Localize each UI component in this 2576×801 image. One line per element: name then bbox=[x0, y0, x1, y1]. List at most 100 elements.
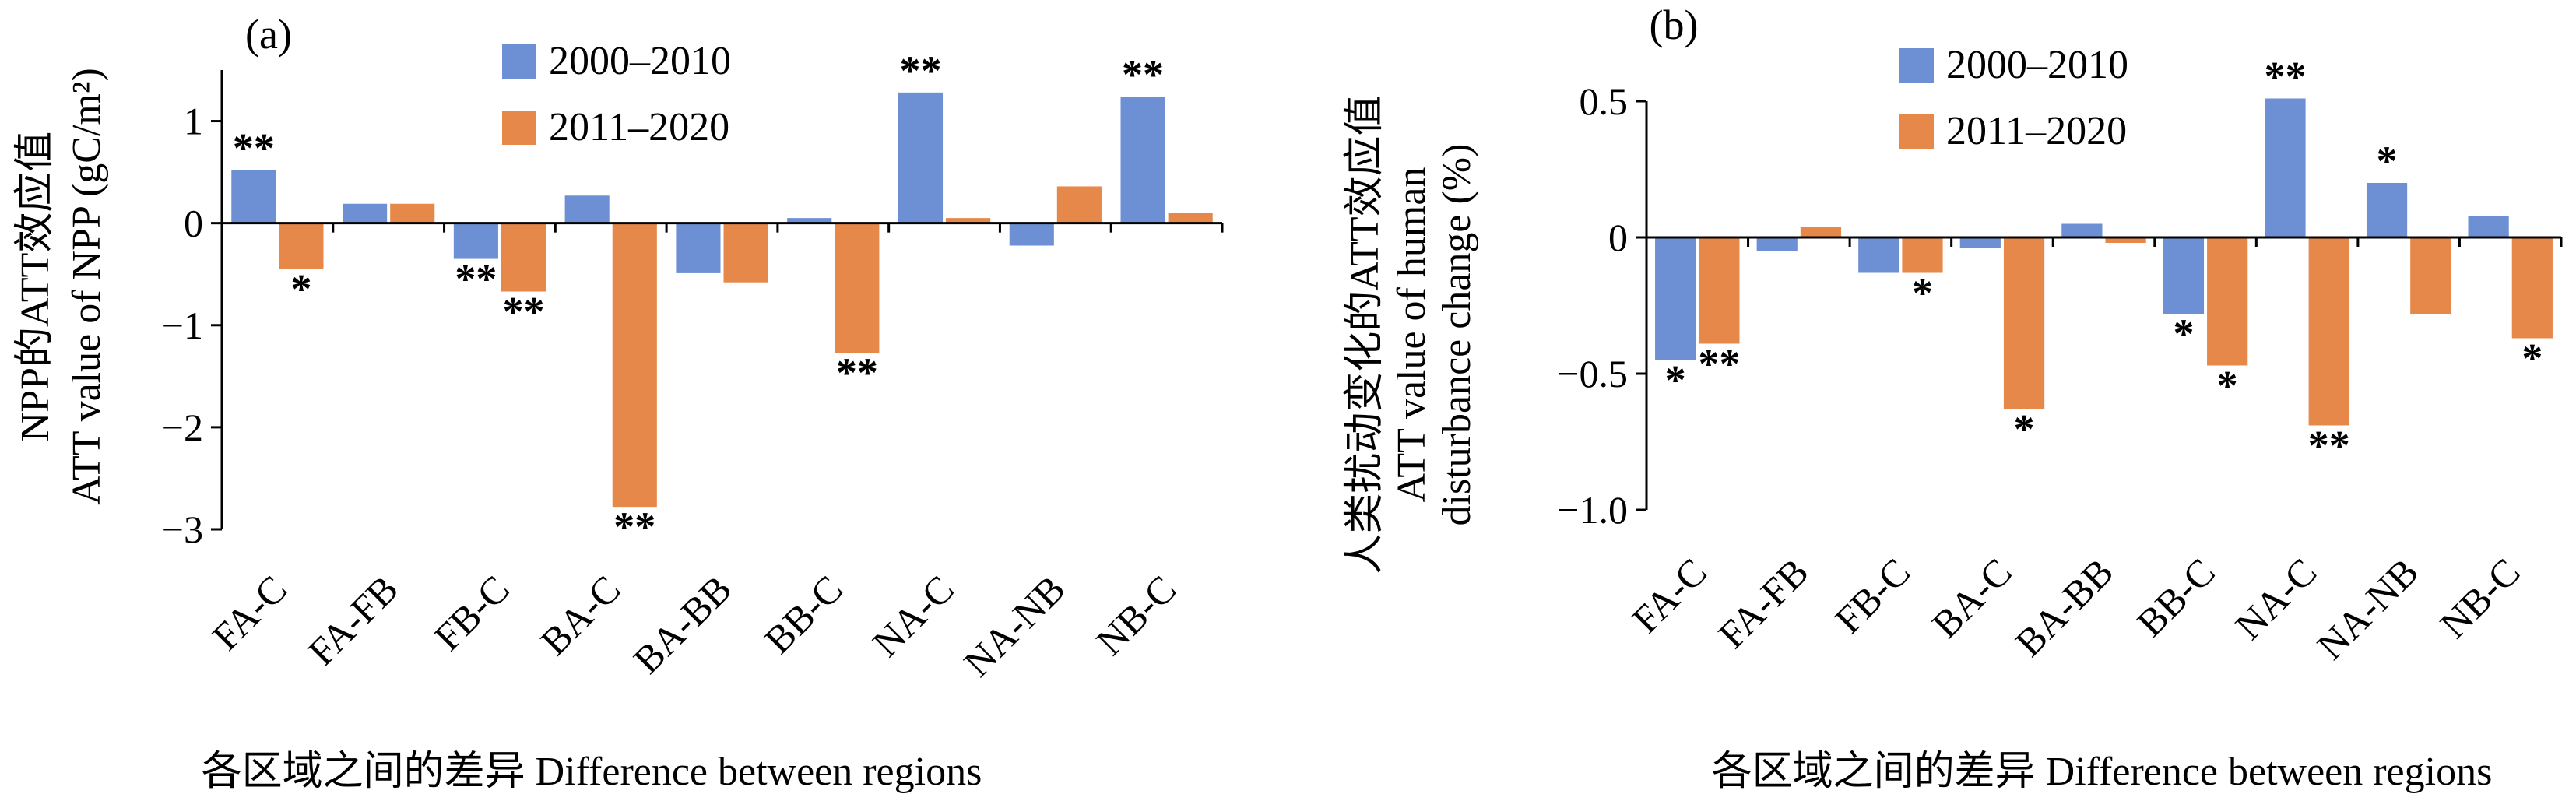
bar-series1-nb-c bbox=[1120, 97, 1165, 223]
bar-series2-na-c bbox=[2308, 237, 2349, 426]
legend-swatch bbox=[502, 111, 536, 145]
significance-marker: ** bbox=[613, 504, 655, 550]
x-axis-title: 各区域之间的差异 Difference between regions bbox=[1712, 750, 2493, 794]
category-label: BA-BB bbox=[2007, 550, 2122, 665]
category-label: FB-C bbox=[426, 567, 518, 659]
bar-series2-ba-c bbox=[612, 223, 657, 508]
category-label: FA-FB bbox=[1710, 550, 1816, 656]
legend-swatch bbox=[1899, 48, 1934, 83]
bar-series1-bb-c bbox=[787, 218, 832, 223]
legend-label: 2011–2020 bbox=[1946, 109, 2127, 153]
significance-marker: * bbox=[290, 266, 311, 313]
bar-series1-ba-bb bbox=[2061, 223, 2103, 237]
bar-series2-na-c bbox=[946, 218, 991, 223]
significance-marker: ** bbox=[2308, 423, 2350, 469]
significance-marker: ** bbox=[1698, 341, 1740, 388]
significance-marker: ** bbox=[1122, 51, 1164, 98]
bar-series1-ba-c bbox=[1959, 237, 2001, 248]
bar-series2-fa-c bbox=[1699, 237, 1740, 344]
bar-series1-fa-fb bbox=[343, 203, 388, 223]
bar-series2-na-nb bbox=[2410, 237, 2451, 314]
category-label: BB-C bbox=[756, 567, 851, 662]
bar-series1-na-nb bbox=[1009, 223, 1054, 246]
category-label: NA-NB bbox=[2308, 550, 2427, 668]
significance-marker: ** bbox=[503, 289, 545, 336]
significance-marker: * bbox=[2014, 406, 2035, 453]
bar-series2-ba-c bbox=[2003, 237, 2045, 409]
panel-label: (b) bbox=[1650, 2, 1699, 48]
category-label: BB-C bbox=[2128, 550, 2223, 645]
bar-series2-fa-c bbox=[279, 223, 324, 269]
category-label: NA-NB bbox=[955, 567, 1074, 685]
legend-swatch bbox=[1899, 114, 1934, 149]
y-axis-title: NPP的ATT效应值 bbox=[13, 132, 58, 442]
chart-panel-a: (a)10−1−2−3****** *** ******FA-C FA-FB FB-C B… bbox=[13, 11, 1224, 794]
bar-series1-nb-c bbox=[2468, 216, 2509, 237]
bar-series1-fa-c bbox=[231, 170, 276, 223]
category-label: NB-C bbox=[2431, 550, 2528, 646]
y-axis-title: disturbance change (%) bbox=[1435, 144, 1479, 526]
panel-label: (a) bbox=[245, 11, 292, 58]
bar-series1-ba-c bbox=[564, 195, 610, 223]
bar-series1-na-c bbox=[2265, 98, 2306, 237]
y-tick-label: −1.0 bbox=[1557, 488, 1628, 532]
bar-series1-ba-bb bbox=[676, 223, 721, 273]
significance-marker: ** bbox=[455, 256, 497, 303]
bar-series1-bb-c bbox=[2163, 237, 2205, 314]
x-axis-title: 各区域之间的差异 Difference between regions bbox=[202, 750, 982, 794]
y-tick-label: 0 bbox=[184, 202, 203, 245]
significance-marker: ** bbox=[900, 47, 942, 94]
significance-marker: * bbox=[2522, 336, 2543, 382]
bar-series2-fb-c bbox=[1902, 237, 1943, 273]
bar-series1-fa-fb bbox=[1756, 237, 1798, 251]
category-label: BA-C bbox=[1924, 550, 2020, 646]
bar-series2-nb-c bbox=[1168, 213, 1213, 223]
legend-label: 2011–2020 bbox=[549, 105, 729, 149]
category-label: NB-C bbox=[1088, 567, 1184, 663]
y-tick-label: −3 bbox=[162, 508, 203, 551]
bar-series1-fb-c bbox=[453, 223, 498, 259]
bar-series2-bb-c bbox=[835, 223, 880, 353]
bar-series2-ba-bb bbox=[2105, 237, 2146, 243]
y-tick-label: 1 bbox=[184, 100, 203, 143]
y-tick-label: −0.5 bbox=[1557, 352, 1628, 395]
legend-swatch bbox=[502, 44, 536, 79]
category-label: FA-C bbox=[1624, 550, 1716, 641]
bar-series2-ba-bb bbox=[723, 223, 768, 283]
bar-series2-na-nb bbox=[1056, 186, 1102, 223]
category-label: NA-C bbox=[2226, 550, 2325, 648]
category-label: FA-FB bbox=[300, 567, 406, 673]
significance-marker: ** bbox=[836, 350, 878, 396]
significance-marker: * bbox=[1912, 270, 1933, 317]
category-label: FB-C bbox=[1826, 550, 1918, 641]
significance-marker: * bbox=[1665, 357, 1686, 404]
bar-series2-fb-c bbox=[501, 223, 546, 292]
significance-marker: ** bbox=[2265, 54, 2307, 100]
category-label: FA-C bbox=[204, 567, 296, 659]
legend-label: 2000–2010 bbox=[1946, 43, 2128, 87]
significance-marker: * bbox=[2377, 138, 2398, 184]
y-tick-label: −2 bbox=[162, 406, 203, 449]
category-label: BA-C bbox=[532, 567, 628, 663]
y-tick-label: 0 bbox=[1608, 216, 1628, 259]
significance-marker: ** bbox=[233, 125, 275, 171]
bar-series2-fa-fb bbox=[390, 203, 435, 223]
bar-series2-nb-c bbox=[2511, 237, 2553, 339]
y-tick-label: 0.5 bbox=[1580, 79, 1629, 123]
bar-series1-fb-c bbox=[1858, 237, 1899, 273]
significance-marker: * bbox=[2217, 363, 2238, 409]
y-tick-label: −1 bbox=[162, 304, 203, 347]
y-axis-title: 人类扰动变化的ATT效应值 bbox=[1343, 95, 1387, 574]
category-label: NA-C bbox=[864, 567, 962, 665]
y-axis-title: ATT value of NPP (gC/m²) bbox=[65, 68, 109, 505]
chart-panel-b: (b)0.50−0.5−1.0*************FA-CFA-FB FB-… bbox=[1343, 2, 2563, 794]
significance-marker: * bbox=[2173, 311, 2194, 357]
y-axis-title: ATT value of human bbox=[1390, 167, 1434, 503]
bar-series1-na-c bbox=[898, 92, 944, 223]
bar-series1-na-nb bbox=[2366, 183, 2408, 237]
legend-label: 2000–2010 bbox=[549, 39, 731, 83]
bar-series2-bb-c bbox=[2207, 237, 2248, 366]
bar-series2-fa-fb bbox=[1800, 227, 1842, 237]
category-label: BA-BB bbox=[625, 567, 740, 682]
